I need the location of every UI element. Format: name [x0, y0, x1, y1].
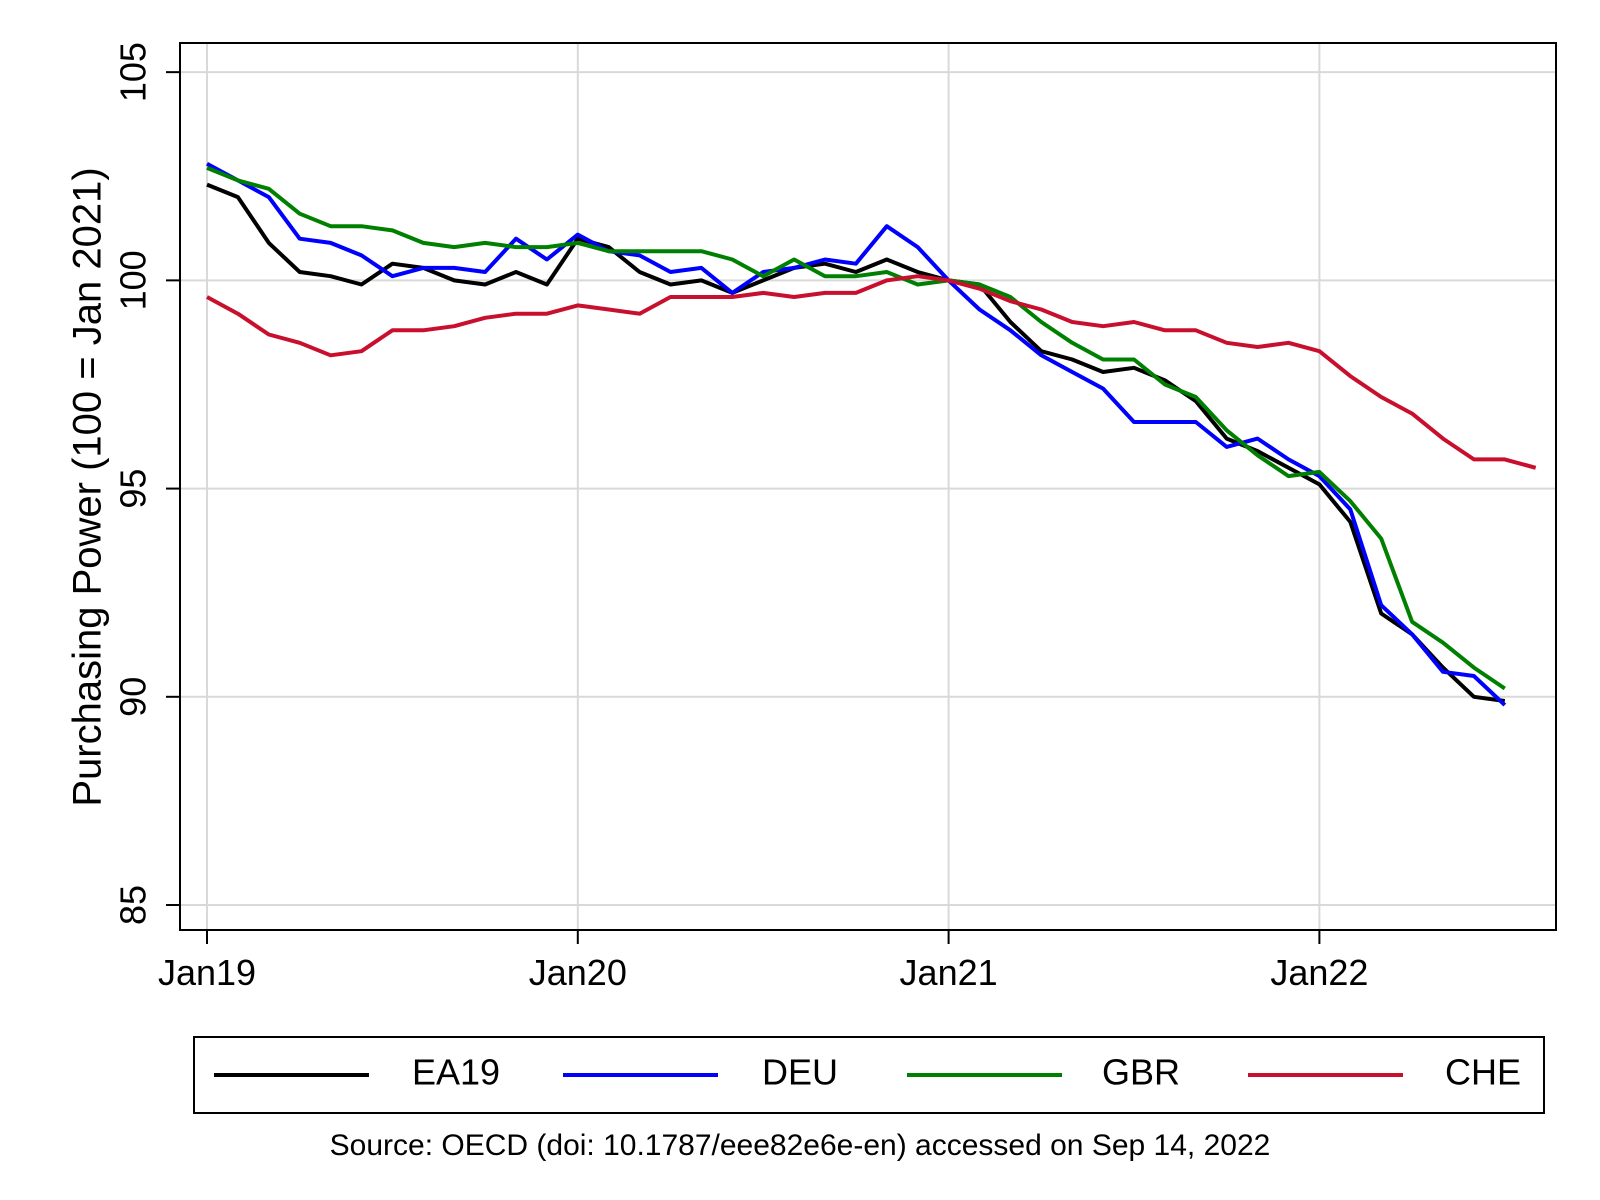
x-tick-label: Jan22	[1270, 952, 1368, 993]
series-line-che	[206, 274, 1537, 470]
y-tick-label: 95	[113, 469, 154, 509]
x-axis: Jan19 Jan20 Jan21 Jan22	[158, 930, 1368, 993]
x-tick-label: Jan20	[529, 952, 627, 993]
legend: EA19 DEU GBR CHE	[193, 1036, 1545, 1114]
legend-box	[193, 1036, 1545, 1114]
legend-label-deu: DEU	[762, 1052, 838, 1093]
legend-label-ea19: EA19	[412, 1052, 500, 1093]
x-tick-label: Jan19	[158, 952, 256, 993]
plot-frame	[179, 42, 1557, 931]
series-lines	[206, 162, 1537, 707]
y-tick-label: 100	[113, 250, 154, 310]
y-tick-label: 85	[113, 885, 154, 925]
y-tick-label: 105	[113, 42, 154, 102]
series-line-deu	[206, 162, 1507, 707]
legend-label-gbr: GBR	[1102, 1052, 1180, 1093]
x-tick-label: Jan21	[900, 952, 998, 993]
y-tick-label: 90	[113, 677, 154, 717]
source-note: Source: OECD (doi: 10.1787/eee82e6e-en) …	[329, 1129, 1271, 1162]
grid-lines	[180, 43, 1556, 930]
y-axis-label: Purchasing Power (100 = Jan 2021)	[66, 167, 110, 806]
y-axis: 85 90 95 100 105	[113, 42, 180, 925]
legend-label-che: CHE	[1445, 1052, 1521, 1093]
series-line-gbr	[206, 166, 1506, 691]
